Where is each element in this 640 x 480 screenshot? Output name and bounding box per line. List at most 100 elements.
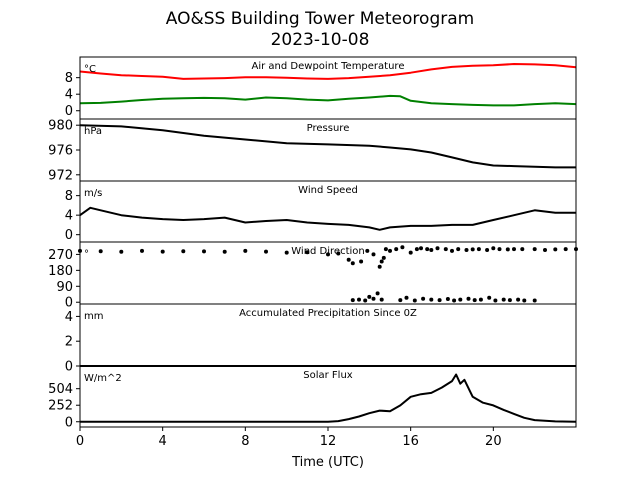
- panel-2-series-1-line: [79, 124, 576, 169]
- panel-4-series-2-point: [452, 298, 457, 303]
- panel-4-series-2-point: [412, 298, 417, 303]
- panel-2-title: Pressure: [307, 123, 350, 134]
- x-tick-label: 20: [485, 434, 502, 449]
- panel-4-series-1-point: [532, 247, 537, 252]
- panel-4-title: Wind Direction: [291, 246, 365, 257]
- panel-4-series-2-point: [404, 295, 409, 300]
- panel-5: 0 2 4 Accumulated Precipitation Since 0Z mm: [65, 303, 577, 375]
- panel-4-series-1-point: [336, 251, 341, 256]
- panel-4-series-2-point: [472, 298, 477, 303]
- panel-2-ytick-label: 972: [48, 168, 73, 183]
- panel-4-series-1-point: [425, 247, 430, 252]
- panel-4-series-1-point: [505, 247, 510, 252]
- panel-2-unit: hPa: [84, 126, 102, 137]
- panel-2: 972 976 980 Pressure hPa: [48, 118, 577, 183]
- panel-6-title: Solar Flux: [303, 370, 353, 381]
- x-axis: 0 4 8 12 16 20: [76, 427, 502, 449]
- panel-1: 04 8 Air and Dewpoint Temperature °C: [65, 56, 577, 120]
- panel-1-ytick-label: 0: [65, 104, 73, 119]
- panel-4-series-2-point: [516, 297, 521, 302]
- panel-4-series-1-point: [202, 249, 206, 254]
- panel-4-series-1-point: [243, 248, 248, 253]
- panel-4-series-2-point: [367, 294, 372, 299]
- panel-4-series-1-point: [408, 250, 413, 255]
- panel-4-series-1-point: [394, 247, 399, 252]
- panel-4-series-2-point: [532, 298, 537, 303]
- panel-4-series-1-point: [379, 259, 384, 264]
- panel-4-series-1-point: [359, 259, 364, 264]
- panel-4-series-1-point: [414, 247, 419, 252]
- x-tick-label: 8: [241, 434, 249, 449]
- panel-4-series-1-point: [443, 247, 448, 252]
- panel-4-series-1-point: [326, 252, 330, 257]
- panel-4-series-2-point: [350, 298, 355, 303]
- panel-4-series-1-point: [435, 246, 440, 251]
- panel-4-series-1-point: [264, 249, 268, 254]
- panel-4-series-1-point: [377, 264, 382, 269]
- x-tick-label: 0: [76, 434, 84, 449]
- panel-4-series-2-point: [487, 295, 492, 300]
- panel-2-ytick-label: 980: [48, 119, 73, 134]
- panel-4-series-1-point: [371, 252, 376, 257]
- panel-3-ytick-label: 4: [65, 209, 73, 224]
- panel-4-series-1-point: [383, 247, 388, 252]
- panel-2-ytick-label: 976: [48, 144, 73, 159]
- panel-4-ytick-label: 0: [65, 296, 73, 311]
- panel-4-series-1-point: [181, 249, 186, 254]
- panel-4-series-1-point: [365, 248, 370, 253]
- panel-1-ytick-label: 8: [65, 71, 73, 86]
- panel-4-series-2-point: [375, 291, 380, 296]
- panel-4-series-2-point: [458, 297, 463, 302]
- panel-4-series-2-point: [379, 297, 384, 302]
- x-tick-label: 12: [320, 434, 337, 449]
- panel-4-series-1-point: [456, 247, 461, 252]
- panel-4-series-2-point: [421, 296, 426, 301]
- panel-4-series-1-point: [346, 257, 351, 262]
- panel-4-series-1-point: [512, 247, 516, 252]
- panel-4-series-2-point: [398, 298, 403, 303]
- panel-1-title: Air and Dewpoint Temperature: [252, 61, 405, 72]
- panel-4-series-2-point: [507, 298, 512, 303]
- panel-4-series-1-point: [450, 248, 454, 253]
- panel-1-series-1-line: [79, 63, 577, 80]
- panel-5-ytick-label: 0: [65, 360, 73, 375]
- panel-3-unit: m/s: [84, 188, 102, 199]
- panel-4-series-1-point: [520, 247, 525, 252]
- panel-4-series-1-point: [464, 248, 469, 252]
- panel-4-series-2-point: [466, 296, 471, 301]
- panel-4-series-1-point: [140, 248, 144, 253]
- panel-4-series-2-point: [445, 297, 450, 301]
- panel-3-title: Wind Speed: [298, 185, 358, 196]
- panel-4-series-1-point: [429, 248, 434, 252]
- panel-3-series-1-line: [79, 206, 576, 231]
- panel-6-ytick-label: 252: [48, 399, 73, 414]
- panel-4-ytick-label: 90: [56, 280, 73, 295]
- panel-3-ytick-label: 0: [65, 228, 73, 243]
- x-tick-label: 16: [402, 434, 419, 449]
- x-axis-label: Time (UTC): [291, 455, 364, 470]
- panel-4-series-1-point: [470, 247, 475, 252]
- panel-4-series-2-point: [493, 298, 498, 303]
- panel-4-series-1-point: [419, 246, 423, 251]
- x-tick-label: 4: [159, 434, 167, 449]
- panel-4-series-2-point: [429, 297, 434, 302]
- panel-4-series-2-point: [363, 298, 368, 303]
- panel-6-unit: W/m^2: [84, 373, 122, 384]
- panel-4-series-1-point: [305, 250, 310, 255]
- panel-4-series-2-point: [522, 298, 527, 303]
- panel-4-series-1-point: [497, 247, 502, 252]
- panel-6-ytick-label: 504: [48, 382, 73, 397]
- panel-1-series-2-line: [79, 94, 577, 107]
- panel-4-unit: °: [84, 249, 89, 260]
- panel-4-ytick-label: 270: [48, 248, 73, 263]
- panel-4-series-2-point: [437, 298, 442, 303]
- panel-4-series-1-point: [222, 249, 227, 254]
- panel-4-series-2-point: [478, 297, 483, 302]
- panel-4-series-1-point: [543, 248, 547, 252]
- panel-4-series-1-point: [563, 247, 568, 252]
- chart-subtitle: 2023-10-08: [271, 30, 370, 50]
- panel-4-series-1-point: [284, 250, 289, 255]
